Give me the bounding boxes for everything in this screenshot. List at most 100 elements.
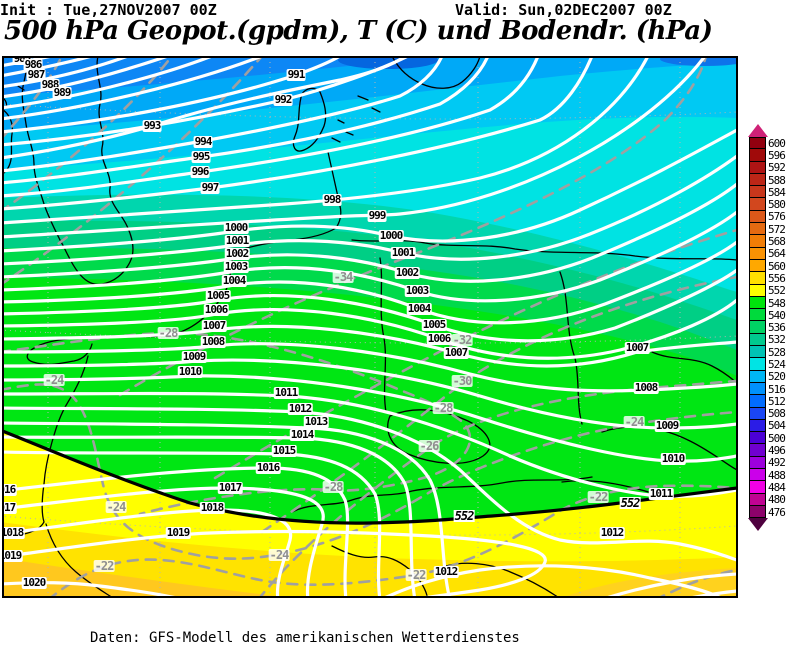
colorbar-row: 536 [749, 321, 786, 335]
pressure-label: 994 [193, 135, 213, 148]
colorbar-tick-label: 512 [768, 394, 786, 408]
pressure-label: 1008 [633, 381, 659, 394]
pressure-label: 1004 [406, 302, 432, 315]
colorbar-cell [749, 358, 766, 371]
colorbar-row: 488 [749, 469, 786, 482]
colorbar-tick-label: 480 [768, 493, 786, 507]
colorbar-cell [749, 444, 766, 457]
colorbar-cell [749, 382, 766, 396]
pressure-label: 1002 [224, 247, 250, 260]
colorbar-cell [749, 149, 766, 162]
colorbar-row: 572 [749, 222, 786, 236]
pressure-label: 998 [322, 193, 342, 206]
colorbar-tick-label: 500 [768, 431, 786, 445]
colorbar-row: 480 [749, 493, 786, 507]
colorbar-row: 596 [749, 148, 786, 162]
pressure-label: 1000 [223, 221, 249, 234]
colorbar-tick-label: 540 [768, 308, 786, 322]
pressure-label: 1019 [4, 550, 23, 562]
colorbar-cell [749, 284, 766, 297]
pressure-label: 986 [23, 58, 43, 71]
colorbar-tick-label: 572 [768, 222, 786, 236]
map-title: 500 hPa Geopot.(gpdm), T (C) und Bodendr… [4, 16, 713, 46]
colorbar-tick-label: 596 [768, 148, 786, 162]
pressure-label: 985 [12, 58, 32, 65]
colorbar-tick-label: 564 [768, 247, 786, 261]
pressure-label: 1012 [287, 402, 313, 415]
colorbar-cell [749, 469, 766, 482]
coastline-borders [4, 58, 736, 596]
colorbar-tick-label: 556 [768, 271, 786, 285]
colorbar-row: 588 [749, 173, 786, 187]
colorbar-cell [749, 173, 766, 187]
pressure-label: 1008 [200, 335, 226, 348]
colorbar-row: 576 [749, 210, 786, 224]
colorbar-cell [749, 137, 766, 150]
colorbar-row: 552 [749, 284, 786, 297]
colorbar-tick-label: 548 [768, 296, 786, 310]
pressure-label: 999 [367, 209, 387, 222]
colorbar-tick-label: 508 [768, 407, 786, 421]
pressure-label: 992 [273, 93, 293, 106]
colorbar-row: 492 [749, 456, 786, 469]
colorbar-cell [749, 407, 766, 420]
colorbar-row: 476 [749, 505, 786, 519]
colorbar-row: 548 [749, 296, 786, 310]
colorbar-cell [749, 333, 766, 347]
colorbar-cell [749, 259, 766, 273]
colorbar-row: 496 [749, 444, 786, 458]
pressure-label: 1007 [443, 346, 469, 359]
colorbar-tick-label: 536 [768, 321, 786, 335]
temperature-label: -32 [451, 333, 473, 347]
attribution-source: Daten: GFS-Modell des amerikanischen Wet… [90, 630, 520, 646]
pressure-label: 1004 [221, 274, 247, 287]
colorbar-tick-label: 532 [768, 333, 786, 347]
colorbar-scale: 600 596 592 588 584 580 576 572 568 564 560 556 552 5… [749, 137, 786, 519]
colorbar-tick-label: 576 [768, 210, 786, 224]
pressure-label: 1000 [378, 229, 404, 242]
colorbar-row: 584 [749, 186, 786, 199]
pressure-label: 1006 [426, 332, 452, 345]
valid-time: Valid: Sun,02DEC2007 00Z [455, 1, 672, 19]
colorbar-tick-label: 524 [768, 358, 786, 371]
temperature-label: -28 [322, 480, 344, 494]
pressure-label: 989 [52, 86, 72, 99]
colorbar-row: 520 [749, 370, 786, 383]
colorbar-tick-label: 560 [768, 259, 786, 273]
temperature-label: -22 [93, 559, 115, 573]
colorbar-row: 568 [749, 235, 786, 249]
colorbar-tick-label: 484 [768, 480, 786, 494]
colorbar-cell [749, 493, 766, 506]
colorbar-tick-label: 568 [768, 235, 786, 249]
colorbar-cell [749, 247, 766, 260]
colorbar-arrow-down-icon [748, 518, 768, 532]
colorbar-cell [749, 223, 766, 236]
colorbar-tick-label: 496 [768, 444, 786, 458]
colorbar-row: 528 [749, 346, 786, 359]
pressure-label: 987 [26, 68, 46, 81]
colorbar-row: 508 [749, 407, 786, 421]
colorbar-row: 564 [749, 247, 786, 261]
colorbar-cell [749, 481, 766, 494]
colorbar-row: 600 [749, 137, 786, 150]
temperature-label: -30 [451, 374, 473, 388]
attribution: Daten: GFS-Modell des amerikanischen Wet… [90, 603, 520, 648]
temperature-label: -24 [43, 373, 65, 387]
colorbar-row: 560 [749, 259, 786, 273]
pressure-label: 1020 [21, 576, 47, 589]
colorbar-cell [749, 272, 766, 285]
colorbar-cell [749, 235, 766, 248]
pressure-label: 991 [286, 68, 306, 81]
temperature-label: -26 [418, 439, 440, 453]
colorbar-cell [749, 395, 766, 408]
temperature-label: -28 [432, 401, 454, 415]
colorbar-row: 580 [749, 198, 786, 211]
colorbar-cell [749, 346, 766, 359]
pressure-label: 1001 [224, 234, 250, 247]
colorbar-row: 540 [749, 308, 786, 322]
pressure-label: 995 [191, 150, 211, 163]
map-canvas: 985 986 987 988 989 991 992 993 994 995 996 997 998 9… [2, 56, 738, 598]
colorbar-tick-label: 476 [768, 505, 786, 519]
colorbar-cell [749, 309, 766, 322]
